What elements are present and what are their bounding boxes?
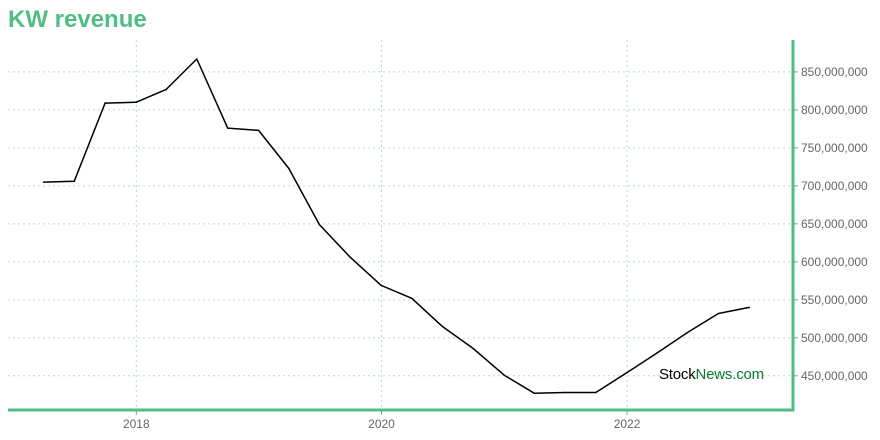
data-point: [42, 181, 45, 183]
data-point: [288, 167, 290, 170]
x-tick-label: 2018: [123, 417, 150, 431]
series-layer: [42, 58, 751, 395]
data-point: [318, 223, 321, 226]
grid-lines: [8, 40, 793, 410]
y-tick-label: 600,000,000: [801, 255, 868, 269]
data-point: [503, 374, 505, 376]
data-point: [533, 392, 536, 395]
y-tick-labels: 450,000,000 500,000,000 550,000,000 600,000…: [801, 65, 868, 383]
data-point: [165, 88, 167, 91]
data-point: [226, 127, 229, 129]
data-point: [411, 297, 413, 300]
data-point: [564, 391, 566, 394]
data-point: [441, 325, 444, 328]
data-point: [104, 102, 106, 104]
data-point: [349, 256, 352, 259]
watermark-part-stock: Stock: [659, 366, 696, 383]
data-point: [656, 352, 658, 354]
y-tick-label: 650,000,000: [801, 217, 868, 231]
chart-title: KW revenue: [8, 6, 147, 33]
x-tick-label: 2020: [368, 417, 395, 431]
data-point: [625, 372, 628, 374]
x-tick-labels: 2018 2020 2022: [123, 417, 641, 431]
data-point: [472, 347, 474, 350]
y-tick-label: 500,000,000: [801, 331, 868, 345]
data-point: [257, 129, 260, 132]
y-tick-label: 450,000,000: [801, 369, 868, 383]
data-point: [196, 58, 198, 60]
data-point: [717, 312, 720, 315]
axes: [8, 40, 798, 415]
data-point: [595, 391, 597, 394]
y-tick-label: 800,000,000: [801, 103, 868, 117]
data-point: [748, 306, 751, 309]
y-tick-label: 850,000,000: [801, 65, 868, 79]
x-tick-label: 2022: [614, 417, 641, 431]
data-point: [73, 180, 75, 183]
series-line: [43, 58, 750, 395]
y-tick-label: 700,000,000: [801, 179, 868, 193]
y-tick-label: 550,000,000: [801, 293, 868, 307]
watermark-part-news: News: [695, 366, 733, 383]
data-point: [135, 101, 137, 104]
y-tick-label: 750,000,000: [801, 141, 868, 155]
data-point: [686, 331, 689, 334]
watermark-logo: StockNews.com: [659, 366, 764, 383]
watermark-part-com: .com: [732, 366, 764, 383]
data-point: [380, 284, 382, 287]
